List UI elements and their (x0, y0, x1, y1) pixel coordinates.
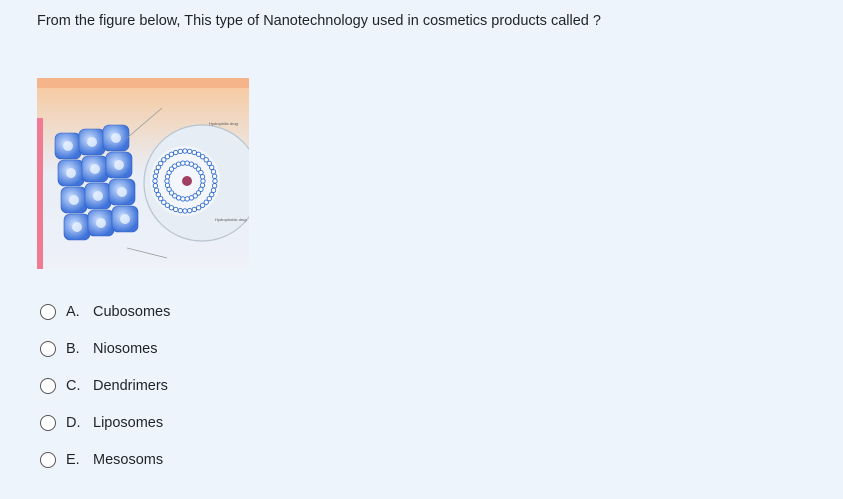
figure-shape (192, 163, 198, 169)
figure-shape (211, 183, 218, 189)
option: D. Liposomes (40, 413, 163, 433)
figure-shape (168, 190, 175, 196)
radio-button[interactable] (40, 378, 56, 394)
figure-shape (177, 148, 183, 155)
figure-shape (117, 187, 127, 197)
figure-shape (210, 169, 217, 175)
figure-shape (90, 164, 100, 174)
figure-label: Hydrophilic drug (209, 121, 238, 126)
figure-shape (152, 173, 159, 179)
figure-shape (177, 207, 183, 214)
figure-shape (209, 191, 215, 198)
figure-shape (200, 178, 206, 184)
figure-shape (209, 164, 215, 171)
figure-shape (191, 206, 197, 213)
figure-shape (199, 174, 206, 180)
figure-shape (120, 214, 130, 224)
figure-shape (180, 196, 186, 202)
figure-shape (153, 187, 160, 193)
figure-shape (164, 182, 171, 188)
figure-shape (187, 207, 193, 214)
figure-shape (96, 218, 106, 228)
option-text[interactable]: Mesosoms (93, 452, 164, 468)
option-letter: D. (66, 415, 81, 431)
figure-shape (188, 195, 195, 201)
figure-shape (195, 151, 202, 157)
option: B. Niosomes (40, 339, 157, 359)
figure-shape (203, 157, 209, 163)
radio-button[interactable] (40, 304, 56, 320)
figure-shape (195, 205, 202, 211)
figure-shape (182, 208, 188, 214)
option-text[interactable]: Niosomes (93, 341, 158, 357)
figure-shape (173, 206, 179, 213)
figure-shape (184, 196, 190, 202)
option-letter: E. (66, 452, 80, 468)
figure-shape (166, 169, 172, 176)
figure-shape (164, 154, 171, 160)
figure-shape (195, 190, 202, 196)
figure-shape (152, 178, 158, 184)
figure-shape (152, 183, 159, 189)
option-letter: B. (66, 341, 80, 357)
figure-shape (168, 205, 175, 211)
figure-shape (69, 195, 79, 205)
figure-shape (168, 151, 175, 157)
figure-shape (93, 191, 103, 201)
figure-shape (72, 222, 82, 232)
figure-shape (180, 160, 186, 166)
figure-shape (198, 186, 204, 193)
figure: Hydrophilic drug Hydrophobic drug (37, 78, 249, 269)
figure-shape (164, 202, 171, 208)
figure-shape (199, 202, 206, 208)
figure-shape (206, 195, 212, 202)
figure-shape (199, 154, 206, 160)
option: C. Dendrimers (40, 376, 168, 396)
figure-shape (187, 148, 193, 155)
figure-shape (195, 166, 202, 172)
option-letter: C. (66, 378, 81, 394)
figure-shape (111, 133, 121, 143)
option: E. Mesosoms (40, 450, 163, 470)
option-text[interactable]: Dendrimers (93, 378, 168, 394)
question: From the figure below, This type of Nano… (37, 13, 601, 29)
figure-shape (191, 149, 197, 156)
radio-button[interactable] (40, 341, 56, 357)
radio-button[interactable] (40, 415, 56, 431)
figure-shape (66, 168, 76, 178)
figure-shape (87, 137, 97, 147)
figure-shape (164, 178, 170, 184)
option-letter: A. (66, 304, 80, 320)
radio-button[interactable] (40, 452, 56, 468)
figure-shape (161, 157, 167, 163)
figure-shape (173, 149, 179, 156)
figure-shape (172, 193, 178, 199)
figure-shape (168, 166, 175, 172)
figure-shape (211, 173, 218, 179)
figure-shape (175, 161, 182, 167)
figure-shape (153, 169, 160, 175)
figure-shape (206, 160, 212, 167)
figure-shape (155, 191, 161, 198)
figure-shape (161, 199, 167, 205)
figure-shape (114, 160, 124, 170)
figure-shape (63, 141, 73, 151)
figure-shape (212, 178, 218, 184)
figure-shape (203, 199, 209, 205)
figure-label: Hydrophobic drug (215, 217, 247, 222)
figure-shape (184, 160, 190, 166)
option-text[interactable]: Liposomes (93, 415, 164, 431)
figure-shape (158, 160, 164, 167)
figure-shape (210, 187, 217, 193)
option: A. Cubosomes (40, 302, 170, 322)
figure-shape (182, 148, 188, 154)
figure-shape (158, 195, 164, 202)
figure-shape (155, 164, 161, 171)
option-text[interactable]: Cubosomes (93, 304, 171, 320)
